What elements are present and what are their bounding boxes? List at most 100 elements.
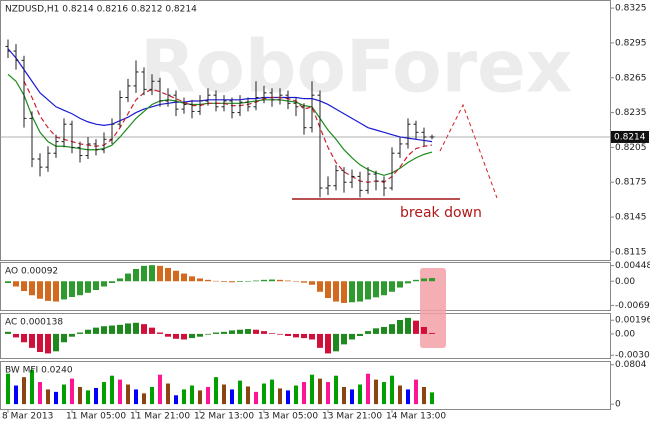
mfi-bar (342, 386, 346, 405)
mfi-bar (14, 385, 18, 405)
histogram-bar (389, 281, 395, 292)
mfi-bar (86, 390, 90, 405)
mfi-bar (22, 377, 26, 405)
histogram-bar (285, 280, 291, 282)
histogram-bar (21, 281, 27, 292)
histogram-bar (221, 331, 227, 334)
histogram-bar (45, 281, 51, 301)
histogram-bar (173, 333, 179, 339)
histogram-bar (309, 333, 315, 340)
histogram-bar (221, 281, 227, 282)
mfi-bar (398, 385, 402, 405)
x-tick-label: 12 Mar 13:00 (194, 412, 254, 422)
histogram-bar (405, 317, 411, 334)
histogram-bar (277, 333, 283, 335)
mfi-bar (46, 389, 50, 405)
mfi-bar (318, 378, 322, 405)
mfi-bar (414, 379, 418, 405)
mfi-bar (326, 382, 330, 405)
y-tick-label: 0.8145 (615, 213, 647, 223)
mfi-bar (430, 392, 434, 405)
mfi-bar (382, 382, 386, 405)
mfi-bar (222, 384, 226, 405)
histogram-bar (421, 278, 427, 282)
mfi-bar (294, 385, 298, 405)
mfi-bar (390, 375, 394, 405)
histogram-bar (29, 281, 35, 296)
histogram-bar (141, 265, 147, 282)
histogram-bar (149, 265, 155, 282)
histogram-bar (61, 333, 67, 343)
mfi-bar (94, 387, 98, 405)
histogram-bar (333, 333, 339, 352)
histogram-bar (213, 280, 219, 282)
mfi-bar (158, 374, 162, 405)
histogram-bar (85, 281, 91, 293)
histogram-bar (85, 329, 91, 334)
mfi-bar (78, 386, 82, 405)
histogram-bar (261, 331, 267, 334)
mfi-bar (422, 386, 426, 405)
mfi-bar (110, 375, 114, 405)
histogram-bar (53, 333, 59, 352)
y-tick-label: 0.8205 (615, 143, 647, 153)
histogram-bar (197, 278, 203, 282)
histogram-bar (173, 270, 179, 282)
main-panel (0, 0, 611, 261)
histogram-bar (101, 326, 107, 334)
x-tick-label: 11 Mar 21:00 (130, 412, 190, 422)
histogram-bar (253, 280, 259, 282)
moving-average (7, 48, 433, 143)
mfi-bar (366, 373, 370, 405)
x-tick-label: 13 Mar 05:00 (258, 412, 318, 422)
y-tick-label: 0.8325 (615, 4, 647, 14)
histogram-bar (397, 319, 403, 334)
y-tick-label: 0 (615, 400, 621, 410)
histogram-bar (261, 279, 267, 282)
y-tick-label: 0.0804 (615, 360, 647, 370)
histogram-bar (109, 281, 115, 283)
mfi-bar (70, 378, 74, 405)
histogram-bar (381, 326, 387, 334)
histogram-bar (405, 281, 411, 284)
histogram-bar (117, 324, 123, 334)
mfi-bar (358, 384, 362, 405)
histogram-bar (421, 326, 427, 334)
x-tick-label: 11 Mar 05:00 (66, 412, 126, 422)
y-tick-label: -0.00691 (615, 301, 650, 311)
histogram-bar (29, 333, 35, 348)
price-label: 0.8214 (614, 132, 646, 142)
mfi-bar (350, 389, 354, 405)
histogram-bar (365, 281, 371, 300)
histogram-bar (325, 333, 331, 354)
histogram-bar (429, 278, 435, 282)
mfi-bar (246, 386, 250, 405)
histogram-bar (125, 273, 131, 282)
histogram-bar (5, 281, 11, 283)
x-tick-label: 14 Mar 13:00 (386, 412, 446, 422)
histogram-bar (373, 281, 379, 298)
histogram-bar (69, 281, 75, 297)
histogram-bar (429, 332, 435, 334)
histogram-bar (133, 322, 139, 334)
mfi-bar (30, 369, 34, 405)
histogram-bar (181, 333, 187, 340)
mfi-bar (286, 390, 290, 405)
mfi-bar (302, 382, 306, 405)
histogram-bar (165, 267, 171, 282)
histogram-bar (333, 281, 339, 302)
histogram-bar (149, 327, 155, 334)
histogram-bar (117, 278, 123, 282)
histogram-bar (229, 330, 235, 334)
histogram-bar (5, 331, 11, 334)
histogram-bar (237, 329, 243, 334)
mfi-bar (182, 389, 186, 405)
mfi-bar (374, 379, 378, 405)
histogram-bar (269, 333, 275, 334)
histogram-bar (77, 332, 83, 334)
histogram-bar (13, 281, 19, 287)
y-tick-label: 0.8295 (615, 38, 647, 48)
annotation: break down (400, 205, 482, 221)
histogram-bar (157, 332, 163, 334)
